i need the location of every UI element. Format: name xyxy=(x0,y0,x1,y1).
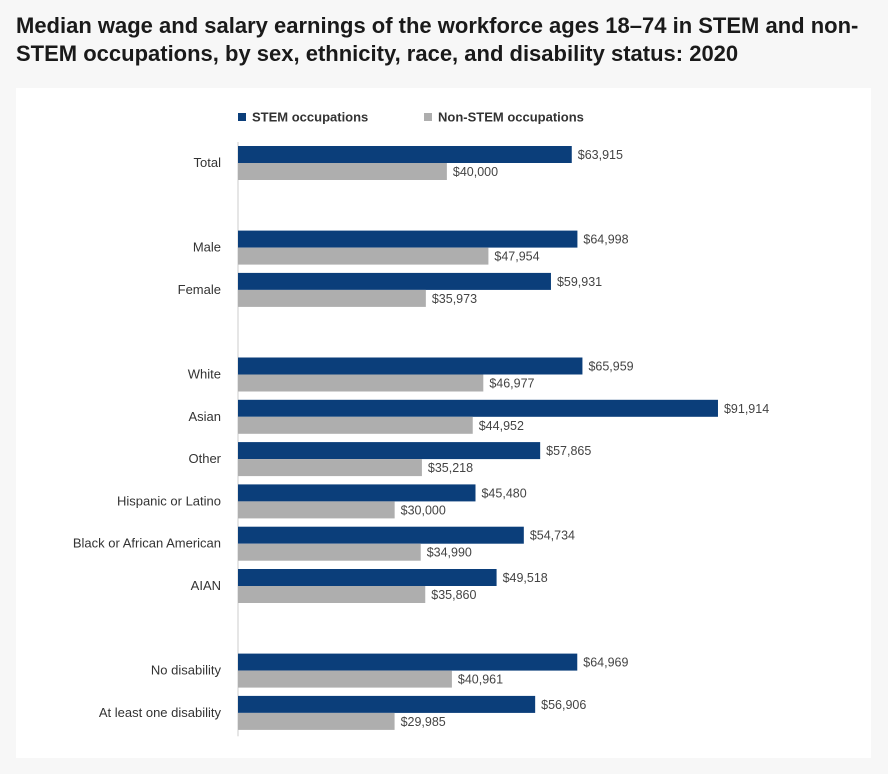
category-label-no-disability: No disability xyxy=(151,663,222,678)
bar-stem-occupations-asian xyxy=(238,399,718,417)
bar-non-stem-occupations-aian xyxy=(238,586,426,603)
value-label-non-stem-occupations-at-least-one-disability: $29,985 xyxy=(401,715,446,729)
bars xyxy=(238,146,718,730)
bar-stem-occupations-female xyxy=(238,272,551,290)
value-label-non-stem-occupations-male: $47,954 xyxy=(494,250,539,264)
value-label-non-stem-occupations-asian: $44,952 xyxy=(479,419,524,433)
value-label-stem-occupations-female: $59,931 xyxy=(557,275,602,289)
bar-stem-occupations-black-or-african-american xyxy=(238,526,524,544)
bar-non-stem-occupations-total xyxy=(238,163,447,180)
value-label-stem-occupations-at-least-one-disability: $56,906 xyxy=(541,698,586,712)
bar-non-stem-occupations-female xyxy=(238,289,426,307)
bar-non-stem-occupations-other xyxy=(238,459,422,477)
value-label-stem-occupations-no-disability: $64,969 xyxy=(583,656,628,670)
value-label-stem-occupations-asian: $91,914 xyxy=(724,402,769,416)
value-label-stem-occupations-male: $64,998 xyxy=(583,233,628,247)
value-label-stem-occupations-hispanic-or-latino: $45,480 xyxy=(481,486,526,500)
bar-stem-occupations-male xyxy=(238,230,578,248)
category-label-total: Total xyxy=(194,155,222,170)
bar-stem-occupations-no-disability xyxy=(238,653,578,671)
value-label-non-stem-occupations-black-or-african-american: $34,990 xyxy=(427,546,472,560)
chart-panel: STEM occupations Non-STEM occupations Tot… xyxy=(16,88,871,758)
legend-label-non-stem-occupations: Non-STEM occupations xyxy=(438,110,584,125)
category-label-male: Male xyxy=(193,240,221,255)
bar-stem-occupations-white xyxy=(238,357,583,375)
labels: Total $63,915 $40,000 Male $64,998 $47,954 Fem… xyxy=(73,148,769,729)
bar-stem-occupations-aian xyxy=(238,569,497,586)
bar-stem-occupations-at-least-one-disability xyxy=(238,695,536,713)
value-label-stem-occupations-total: $63,915 xyxy=(578,148,623,162)
bar-non-stem-occupations-white xyxy=(238,374,484,392)
category-label-aian: AIAN xyxy=(191,578,221,593)
category-label-at-least-one-disability: At least one disability xyxy=(99,705,222,720)
bar-non-stem-occupations-black-or-african-american xyxy=(238,543,421,561)
value-label-stem-occupations-white: $65,959 xyxy=(588,360,633,374)
value-label-stem-occupations-aian: $49,518 xyxy=(503,571,548,585)
category-label-black-or-african-american: Black or African American xyxy=(73,536,221,551)
legend-swatch-stem-occupations xyxy=(238,113,246,121)
value-label-non-stem-occupations-other: $35,218 xyxy=(428,461,473,475)
category-label-female: Female xyxy=(178,282,221,297)
value-label-non-stem-occupations-aian: $35,860 xyxy=(431,588,476,602)
bar-non-stem-occupations-hispanic-or-latino xyxy=(238,501,395,519)
value-label-non-stem-occupations-white: $46,977 xyxy=(489,377,534,391)
legend: STEM occupations Non-STEM occupations xyxy=(238,110,584,125)
value-label-non-stem-occupations-hispanic-or-latino: $30,000 xyxy=(401,503,446,517)
chart-title: Median wage and salary earnings of the w… xyxy=(16,13,859,66)
bar-non-stem-occupations-no-disability xyxy=(238,670,452,688)
bar-non-stem-occupations-male xyxy=(238,247,489,265)
category-label-white: White xyxy=(188,367,221,382)
category-label-asian: Asian xyxy=(188,409,221,424)
bar-stem-occupations-total xyxy=(238,146,572,163)
category-label-other: Other xyxy=(188,451,221,466)
value-label-stem-occupations-black-or-african-american: $54,734 xyxy=(530,529,575,543)
bar-stem-occupations-other xyxy=(238,442,541,460)
value-label-stem-occupations-other: $57,865 xyxy=(546,444,591,458)
legend-swatch-non-stem-occupations xyxy=(424,113,432,121)
bar-stem-occupations-hispanic-or-latino xyxy=(238,484,476,502)
category-label-hispanic-or-latino: Hispanic or Latino xyxy=(117,493,221,508)
value-label-non-stem-occupations-female: $35,973 xyxy=(432,292,477,306)
bar-non-stem-occupations-at-least-one-disability xyxy=(238,712,395,730)
value-label-non-stem-occupations-no-disability: $40,961 xyxy=(458,673,503,687)
value-label-non-stem-occupations-total: $40,000 xyxy=(453,165,498,179)
chart: STEM occupations Non-STEM occupations Tot… xyxy=(73,110,769,737)
legend-label-stem-occupations: STEM occupations xyxy=(252,110,368,125)
bar-non-stem-occupations-asian xyxy=(238,416,473,434)
